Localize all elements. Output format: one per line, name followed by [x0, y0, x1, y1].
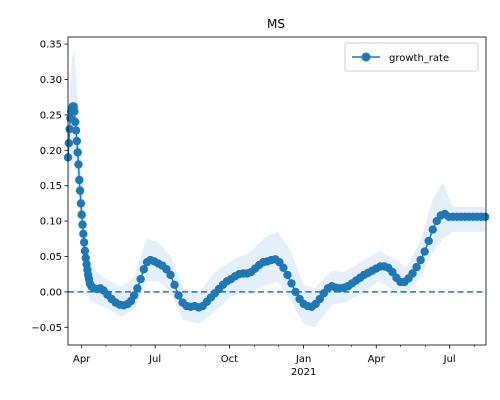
x-tick-label: Apr [368, 354, 386, 365]
data-point [170, 280, 179, 290]
legend: growth_rate [344, 42, 479, 72]
data-point [480, 212, 490, 222]
y-tick-label: 0.05 [40, 252, 62, 263]
data-point [287, 279, 296, 288]
y-tick-label: 0.10 [40, 217, 62, 228]
plot-area [63, 51, 490, 328]
data-point [139, 265, 149, 274]
data-point [78, 220, 87, 229]
data-point [283, 270, 292, 280]
y-tick-label: 0.35 [40, 40, 62, 51]
data-point [279, 263, 288, 273]
data-point [80, 246, 90, 256]
x-tick-label: Jul [148, 354, 161, 365]
data-point [65, 124, 74, 134]
legend-marker-swatch [361, 52, 371, 62]
data-point [174, 291, 183, 300]
data-point [72, 136, 82, 146]
data-point [166, 270, 175, 280]
data-point [77, 210, 86, 219]
data-point [408, 269, 417, 278]
x-tick-label: Jul [443, 354, 456, 365]
data-point [73, 148, 82, 157]
axes-frame [67, 36, 487, 346]
data-point [416, 255, 425, 265]
data-point [81, 253, 90, 263]
legend-box [344, 42, 479, 72]
data-point [79, 229, 88, 239]
y-tick-label: 0.25 [40, 110, 62, 121]
y-tick-label: −0.05 [31, 323, 62, 334]
x-tick-label: Jan [295, 354, 311, 365]
data-point [74, 160, 83, 169]
data-point [136, 274, 145, 284]
data-point [76, 199, 86, 208]
data-point [71, 126, 81, 135]
x-tick-year-label: 2021 [291, 367, 316, 378]
axes: −0.05 0.00 0.05 0.10 0.15 0.20 0.25 0.30 0.35 Apr… [31, 36, 487, 378]
confidence-band [68, 51, 486, 328]
data-point [412, 262, 421, 272]
data-point [428, 225, 437, 234]
x-tick-label: Apr [73, 354, 91, 365]
data-point [424, 236, 433, 246]
data-point [70, 107, 79, 116]
data-point [71, 117, 80, 127]
data-point [291, 287, 300, 297]
x-tick-label: Oct [221, 354, 238, 365]
data-point [133, 284, 142, 293]
y-tick-label: 0.20 [40, 146, 62, 157]
chart-title: MS [267, 17, 285, 31]
data-point [420, 247, 429, 256]
data-point [64, 139, 74, 148]
data-point [75, 186, 85, 195]
data-point [129, 291, 139, 300]
y-tick-label: 0.30 [40, 75, 62, 86]
y-tick-label: 0.00 [40, 287, 62, 298]
data-point [79, 238, 89, 247]
data-point [75, 175, 84, 185]
y-tick-label: 0.15 [40, 181, 62, 192]
legend-entry-growth-rate: growth_rate [389, 53, 449, 64]
